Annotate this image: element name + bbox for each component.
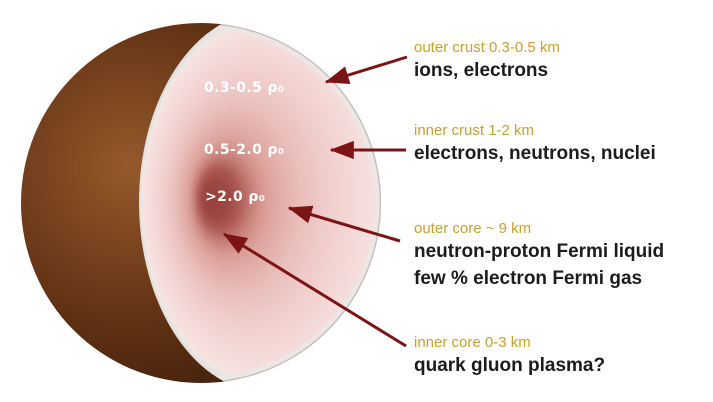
inner-crust-region-label: inner crust 1-2 km [414,122,535,139]
outer-core-region-label: outer core ~ 9 km [414,220,532,237]
annotation-inner-core: inner core 0-3 km quark gluon plasma? [414,334,605,379]
annotation-inner-crust: inner crust 1-2 km electrons, neutrons, … [414,122,656,167]
outer-crust-region-label: outer crust 0.3-0.5 km [414,39,560,56]
arrow-inner-core [222,232,407,348]
inner-core-composition: quark gluon plasma? [414,355,606,376]
arrow-outer-crust [324,55,408,84]
arrow-outer-core [287,205,401,243]
outer-core-composition-line2: few % electron Fermi gas [414,268,643,289]
density-label-core: >2.0 ρ₀ [205,189,266,205]
inner-core-region-label: inner core 0-3 km [414,334,531,351]
density-label-outer-crust: 0.3-0.5 ρ₀ [204,80,285,96]
cutaway-interior [139,23,381,383]
outer-core-composition-line1: neutron-proton Fermi liquid [414,241,665,262]
density-label-inner-crust: 0.5-2.0 ρ₀ [204,142,285,158]
annotation-outer-core: outer core ~ 9 km neutron-proton Fermi l… [414,220,664,292]
outer-crust-composition: ions, electrons [414,60,549,81]
annotation-outer-crust: outer crust 0.3-0.5 km ions, electrons [414,39,560,84]
inner-crust-composition: electrons, neutrons, nuclei [414,143,656,164]
